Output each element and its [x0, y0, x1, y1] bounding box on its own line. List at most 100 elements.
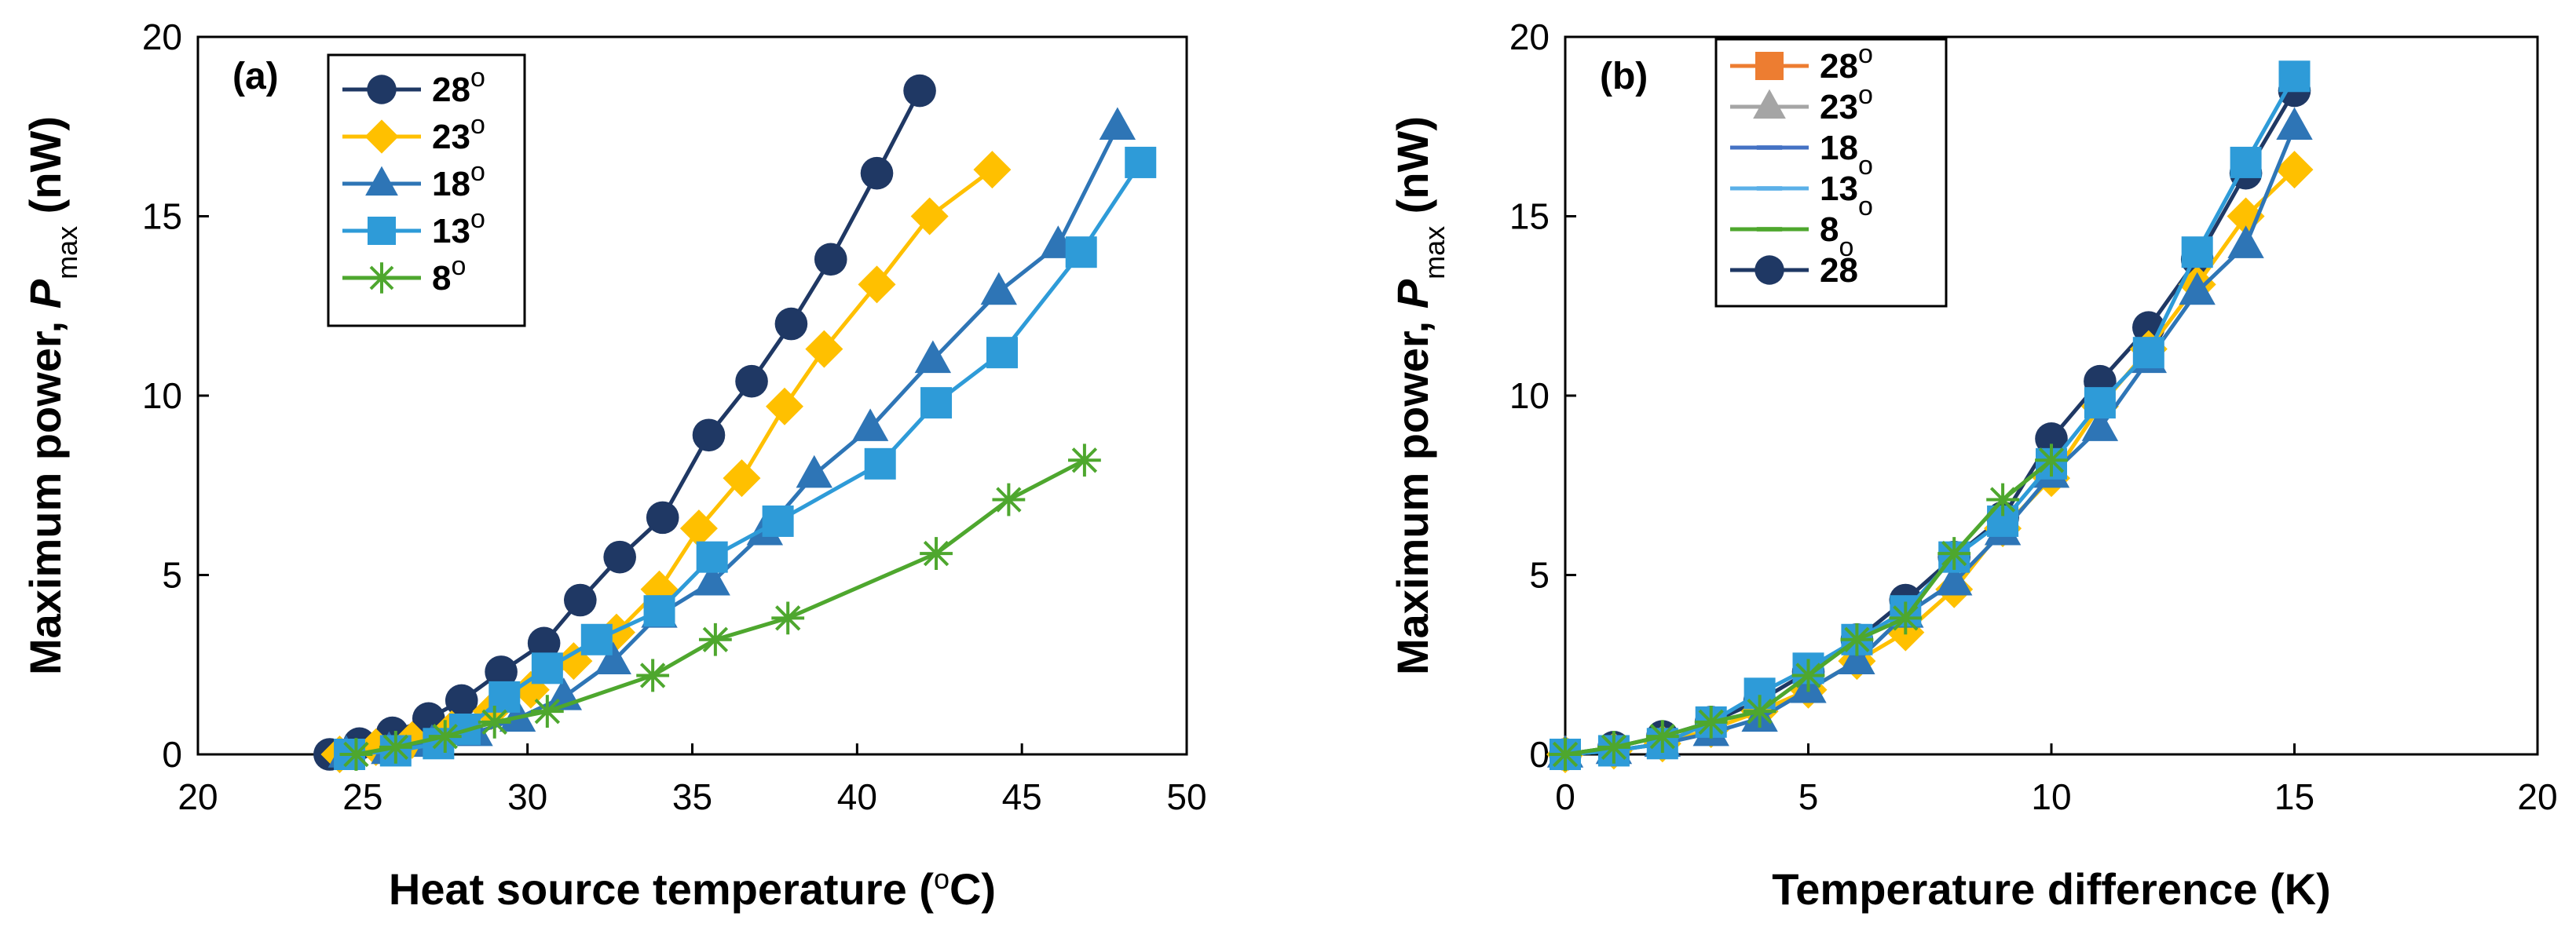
legend-label: 13o [432, 204, 485, 250]
x-tick-label: 50 [1166, 776, 1206, 817]
data-point [2227, 225, 2264, 258]
x-tick-label: 20 [2517, 776, 2557, 817]
data-point [986, 337, 1018, 369]
legend-marker [1755, 52, 1784, 80]
y-tick-label: 0 [1529, 734, 1550, 775]
legend-label: 23o [432, 110, 485, 156]
legend-label: 28 [1820, 251, 1858, 290]
legend-marker [368, 217, 396, 245]
data-point [858, 265, 896, 304]
legend-marker [1756, 186, 1783, 191]
data-point [1099, 107, 1136, 141]
data-point [1549, 738, 1582, 771]
y-tick-label: 20 [1509, 16, 1550, 57]
data-point [445, 684, 478, 717]
data-point [1743, 695, 1776, 728]
data-point [646, 501, 679, 535]
y-tick-label: 5 [162, 555, 182, 596]
data-point [531, 652, 563, 685]
legend-marker [1755, 255, 1784, 285]
data-point [2084, 387, 2116, 419]
data-point [2035, 444, 2068, 477]
legend-label: 28o [432, 63, 485, 109]
data-point [478, 705, 511, 739]
data-point [1068, 444, 1101, 477]
data-point [643, 595, 675, 627]
data-point [2275, 151, 2314, 189]
y-tick-label: 15 [142, 196, 182, 237]
data-point [762, 505, 794, 537]
y-tick-label: 5 [1529, 555, 1550, 596]
legend-marker [366, 262, 397, 294]
y-tick-label: 0 [162, 734, 182, 775]
data-point [1597, 730, 1630, 764]
data-point [766, 387, 804, 425]
data-point [527, 626, 561, 660]
chart-panel-b: 0 5 10 15 20 0 5 10 15 20 Temperature difference (… [1388, 16, 2558, 914]
data-point [2278, 60, 2311, 93]
data-point [339, 738, 373, 771]
data-point [735, 364, 768, 398]
x-tick-label: 30 [507, 776, 547, 817]
data-point [1889, 601, 1923, 635]
legend-label: 28o [1820, 39, 1873, 86]
data-point [910, 197, 949, 235]
legend-marker [367, 75, 397, 104]
data-point [428, 720, 462, 754]
legend-marker [364, 119, 399, 154]
data-point [2181, 236, 2213, 268]
data-point [992, 483, 1026, 517]
legend-label: 8o [1820, 210, 1853, 262]
series-asterisk [339, 444, 1101, 771]
x-tick-label: 35 [672, 776, 712, 817]
data-point [1791, 659, 1825, 692]
panel-label: (b) [1600, 56, 1648, 97]
legend-box [1714, 38, 1948, 308]
y-tick-label: 10 [1509, 375, 1550, 416]
data-point [851, 408, 889, 441]
series-line [1564, 458, 2053, 757]
data-point [485, 655, 518, 688]
x-tick-label: 25 [342, 776, 382, 817]
data-point [1937, 537, 1971, 570]
plot-frame [1564, 35, 2539, 756]
data-point [774, 307, 808, 341]
data-point [920, 537, 953, 570]
data-point [1840, 622, 1874, 656]
chart-panel-a: 20 25 30 35 40 45 50 0 5 10 15 20 Heat source temper… [20, 16, 1207, 914]
data-point [860, 156, 894, 190]
data-point [2179, 272, 2216, 305]
data-point [564, 583, 597, 617]
data-point [805, 330, 843, 368]
data-point [1065, 236, 1097, 268]
x-tick-label: 10 [2031, 776, 2071, 817]
data-point [530, 695, 564, 728]
legend-label: 18o [432, 157, 485, 203]
data-point [920, 387, 953, 419]
y-axis-label: Maximum power, Pmax (nW) [1388, 116, 1451, 675]
x-axis-label: Temperature difference (K) [1772, 864, 2331, 914]
data-point [679, 509, 718, 548]
data-point [1936, 562, 1973, 596]
data-point [1125, 146, 1157, 178]
data-point [595, 641, 631, 674]
data-point [379, 730, 412, 764]
series-line [1564, 126, 2296, 757]
data-point [980, 272, 1017, 305]
data-point [698, 622, 732, 656]
data-point [796, 455, 832, 488]
x-tick-label: 45 [1002, 776, 1042, 817]
legend-marker [1753, 89, 1786, 119]
legend-marker [1756, 145, 1783, 150]
data-point [723, 459, 761, 498]
legend-label: 13o [1820, 170, 1873, 221]
legend-label: 18o [1820, 129, 1873, 181]
legend-marker [365, 166, 398, 196]
legend-box [327, 53, 526, 327]
data-point [973, 151, 1012, 189]
x-tick-label: 0 [1555, 776, 1575, 817]
data-point [1694, 705, 1728, 739]
panel-label: (a) [232, 56, 279, 97]
